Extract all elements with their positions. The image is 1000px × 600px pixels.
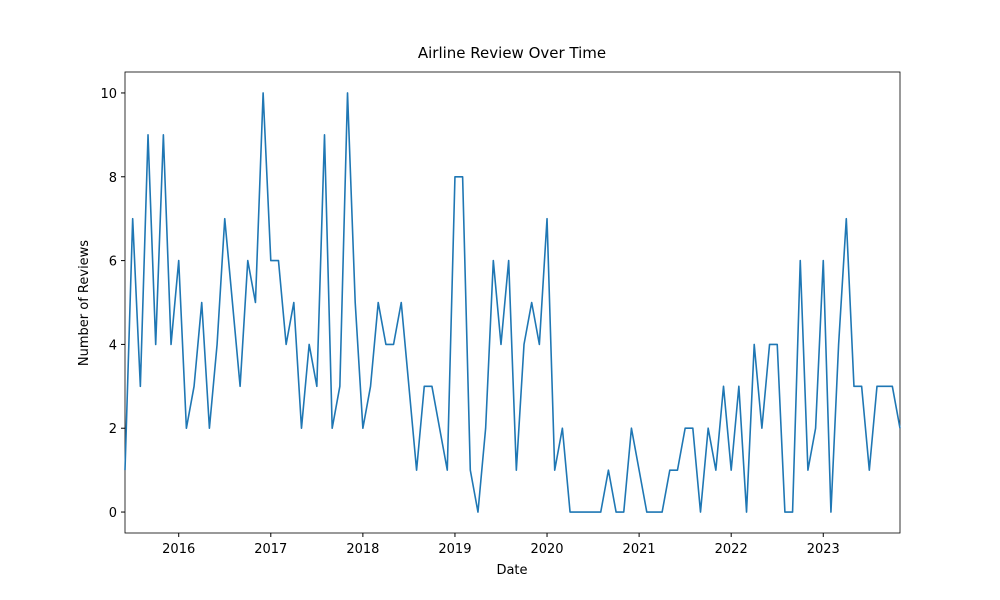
x-tick-label: 2023: [807, 542, 840, 557]
x-tick-label: 2019: [438, 542, 471, 557]
x-tick-label: 2022: [715, 542, 748, 557]
x-tick-label: 2018: [346, 542, 379, 557]
y-tick-label: 10: [100, 87, 117, 102]
x-axis-label: Date: [496, 563, 527, 578]
x-tick-label: 2017: [254, 542, 287, 557]
x-tick-label: 2021: [623, 542, 656, 557]
chart-title: Airline Review Over Time: [418, 44, 606, 62]
x-tick-label: 2020: [530, 542, 563, 557]
plot-frame: [124, 71, 901, 534]
y-axis-label: Number of Reviews: [77, 240, 92, 366]
y-tick-label: 0: [109, 506, 117, 521]
line-series: [124, 92, 901, 513]
y-tick-label: 6: [109, 255, 117, 270]
y-tick-label: 4: [109, 338, 117, 353]
y-tick-label: 8: [109, 171, 117, 186]
y-tick-label: 2: [109, 422, 117, 437]
x-tick-label: 2016: [162, 542, 195, 557]
